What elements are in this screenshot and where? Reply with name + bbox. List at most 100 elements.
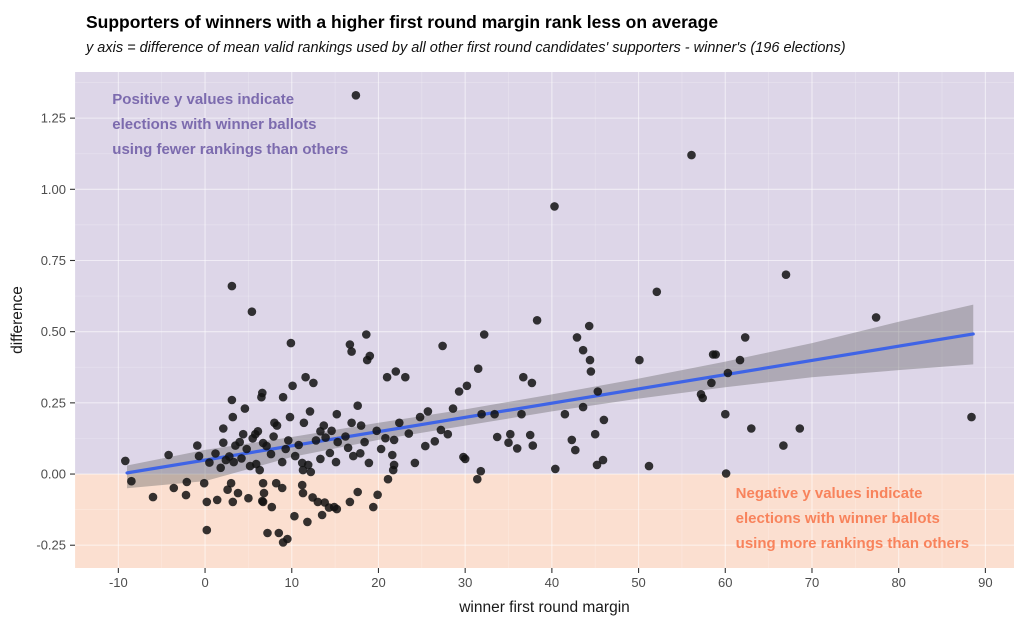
data-point — [228, 497, 238, 507]
data-point — [308, 493, 317, 502]
data-point — [240, 404, 250, 413]
data-point — [309, 378, 318, 388]
data-point — [235, 437, 244, 447]
y-tick-label: 0.00 — [41, 467, 66, 482]
y-tick-label: 1.25 — [41, 111, 66, 126]
data-point — [303, 460, 313, 470]
data-point — [242, 444, 251, 454]
data-point — [421, 441, 430, 451]
data-point — [233, 488, 243, 498]
data-point — [560, 409, 570, 419]
data-point — [258, 478, 268, 488]
data-point — [299, 418, 309, 428]
x-tick-label: 30 — [458, 575, 472, 590]
data-point — [593, 387, 603, 396]
data-point — [169, 483, 179, 493]
data-point — [288, 381, 297, 391]
data-point — [781, 270, 791, 280]
y-tick-label: -0.25 — [36, 538, 66, 553]
data-point — [219, 424, 228, 433]
data-point — [578, 402, 588, 412]
data-point — [967, 412, 976, 422]
data-point — [525, 430, 535, 440]
data-point — [532, 316, 542, 325]
data-point — [247, 307, 257, 317]
data-point — [290, 511, 299, 521]
data-point — [277, 457, 287, 467]
data-point — [586, 367, 596, 376]
data-point — [211, 449, 220, 458]
data-point — [391, 367, 401, 376]
data-point — [225, 452, 234, 461]
data-point — [286, 338, 296, 348]
data-point — [331, 457, 341, 467]
grid-minor — [74, 72, 1014, 568]
positive-note: using fewer rankings than others — [112, 141, 348, 158]
data-point — [430, 437, 440, 446]
data-point — [436, 425, 446, 435]
y-tick-label: 1.00 — [41, 182, 66, 197]
positive-note: elections with winner ballots — [112, 116, 316, 133]
data-point — [121, 456, 130, 466]
data-point — [297, 480, 307, 490]
data-point — [644, 461, 654, 471]
data-point — [687, 150, 696, 160]
data-point — [372, 426, 382, 436]
data-point — [721, 469, 731, 478]
data-point — [477, 409, 486, 419]
data-point — [345, 497, 355, 507]
scatter-points — [121, 91, 976, 547]
data-point — [454, 387, 464, 396]
negative-note: Negative y values indicate — [736, 485, 923, 502]
data-point — [316, 427, 325, 436]
data-point — [301, 372, 310, 382]
data-point — [438, 341, 447, 351]
data-point — [460, 454, 470, 464]
data-point — [278, 392, 288, 402]
data-point — [473, 364, 483, 374]
data-point — [383, 474, 393, 484]
data-point — [193, 441, 202, 450]
data-point — [708, 350, 718, 359]
data-point — [351, 91, 361, 100]
data-point — [294, 440, 304, 450]
data-point — [205, 458, 214, 467]
data-point — [148, 492, 158, 502]
data-point — [311, 436, 321, 445]
data-point — [598, 455, 608, 465]
data-point — [271, 478, 281, 488]
data-point — [572, 333, 582, 342]
data-point — [306, 467, 316, 477]
data-point — [269, 432, 278, 441]
data-point — [504, 438, 513, 448]
data-point — [362, 355, 372, 365]
data-point — [388, 465, 398, 475]
data-point — [248, 434, 257, 443]
data-point — [376, 444, 386, 454]
data-point — [550, 202, 559, 211]
data-point — [305, 407, 315, 416]
data-point — [219, 438, 228, 448]
y-tick-label: 0.75 — [41, 253, 66, 268]
positive-note: Positive y values indicate — [112, 91, 294, 108]
data-point — [281, 444, 291, 454]
axis-ticks — [70, 117, 986, 573]
data-point — [349, 451, 358, 461]
data-point — [652, 287, 662, 297]
data-point — [278, 538, 288, 547]
data-point — [345, 340, 355, 349]
data-point — [578, 345, 588, 355]
data-point — [181, 490, 191, 500]
data-point — [381, 433, 390, 443]
data-point — [551, 464, 560, 474]
data-point — [259, 488, 269, 498]
positive-region — [75, 72, 1014, 475]
data-point — [266, 449, 276, 459]
data-point — [599, 415, 609, 425]
data-point — [320, 498, 330, 507]
data-point — [373, 490, 382, 500]
data-point — [707, 378, 716, 388]
x-tick-label: 20 — [371, 575, 385, 590]
x-tick-label: 10 — [285, 575, 299, 590]
